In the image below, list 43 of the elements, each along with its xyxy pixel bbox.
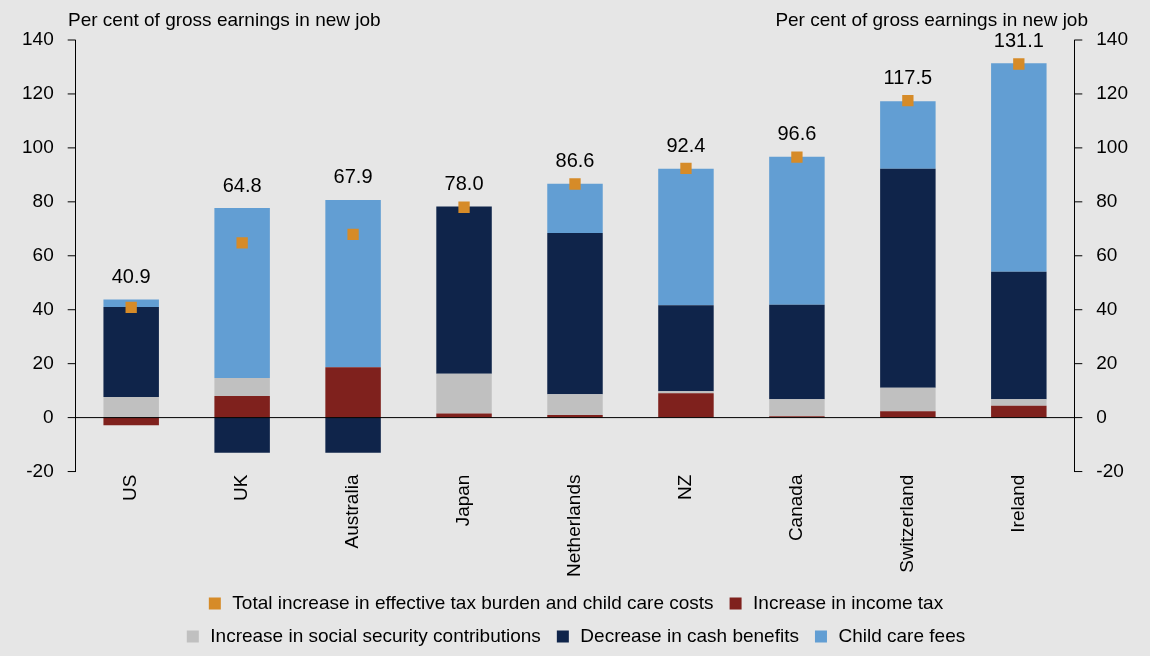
x-tick-label: US (119, 474, 141, 501)
y2-tick-label: 60 (1096, 244, 1118, 266)
x-tick-label: NZ (674, 474, 696, 500)
legend-label: Increase in social security contributions (210, 624, 541, 646)
y2-tick-label: -20 (1096, 459, 1124, 481)
y-tick-label: 80 (32, 190, 54, 212)
data-label: 96.6 (777, 122, 817, 145)
y-tick-label: 0 (43, 405, 54, 427)
x-tick-label: UK (230, 474, 252, 501)
x-tick-label: Australia (341, 474, 363, 549)
data-label: 117.5 (883, 66, 933, 89)
y2-tick-label: 140 (1096, 28, 1128, 50)
data-label: 40.9 (111, 264, 151, 287)
y-tick-label: 120 (22, 82, 54, 104)
y2-tick-label: 100 (1096, 136, 1128, 158)
y-tick-label: 100 (22, 136, 54, 158)
y-tick-label: 40 (32, 297, 54, 319)
x-tick-label: Ireland (1007, 474, 1029, 533)
y2-axis-title: Per cent of gross earnings in new job (775, 8, 1088, 30)
x-tick-label: Netherlands (563, 474, 585, 577)
legend-label: Child care fees (838, 624, 966, 646)
x-tick-label: Switzerland (896, 474, 918, 573)
legend-label: Decrease in cash benefits (580, 624, 799, 646)
y2-tick-label: 40 (1096, 297, 1118, 319)
data-label: 64.8 (222, 173, 262, 196)
y2-tick-label: 20 (1096, 351, 1118, 373)
data-label: 78.0 (444, 171, 484, 194)
data-label: 86.6 (555, 149, 595, 172)
x-tick-label: Canada (785, 474, 807, 542)
y-axis-title: Per cent of gross earnings in new job (68, 8, 381, 30)
x-tick-label: Japan (452, 474, 474, 527)
legend-label: Increase in income tax (753, 591, 944, 613)
data-label: 67.9 (333, 165, 373, 188)
y-tick-label: -20 (26, 459, 54, 481)
y-tick-label: 140 (22, 28, 54, 50)
y2-tick-label: 80 (1096, 190, 1118, 212)
y-tick-label: 20 (32, 351, 54, 373)
data-label: 92.4 (666, 133, 706, 156)
y-tick-label: 60 (32, 244, 54, 266)
y2-tick-label: 0 (1096, 405, 1107, 427)
data-label: 131.1 (993, 28, 1044, 51)
legend-label: Total increase in effective tax burden and child care costs (232, 591, 714, 613)
y2-tick-label: 120 (1096, 82, 1128, 104)
